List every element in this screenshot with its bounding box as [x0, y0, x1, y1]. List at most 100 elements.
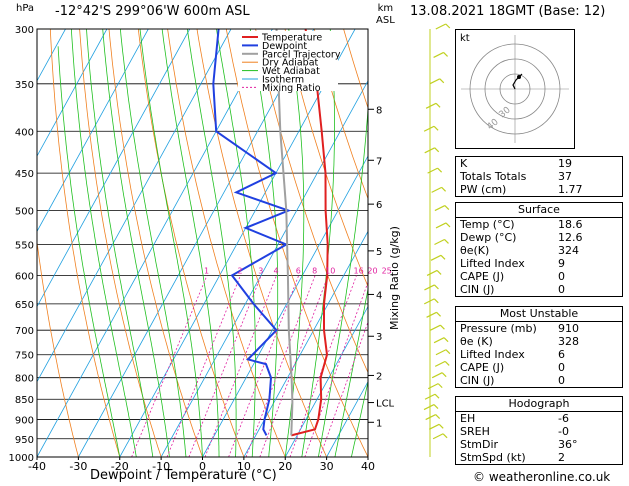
series-line [275, 29, 294, 436]
mixing-ratio-label: 1 [204, 266, 209, 275]
wind-barb [434, 205, 446, 212]
km-tick-label: 4 [376, 290, 382, 301]
wind-barb [435, 349, 447, 356]
wet-adiabat [120, 29, 187, 457]
km-unit-label: km ASL [376, 3, 395, 26]
wind-barb-flag [445, 23, 451, 29]
mixing-ratio-line [259, 275, 329, 457]
mixing-ratio-line [228, 275, 300, 457]
legend-entry: Temperature [261, 33, 322, 44]
y-tick-label: 900 [15, 416, 34, 427]
row-label: K [460, 157, 468, 170]
dry-adiabat [225, 29, 368, 457]
wind-barb-flag [434, 147, 440, 153]
row-value: 6 [558, 348, 565, 361]
wet-adiabat [284, 29, 305, 457]
wind-barb-flag [436, 311, 442, 317]
km-tick-label: 2 [376, 371, 382, 382]
wind-barb-flag [441, 372, 447, 378]
wind-barb-flag [436, 269, 442, 275]
mixing-ratio-label: 20 [367, 266, 377, 275]
hodograph-table-title: Hodograph [456, 397, 622, 412]
wet-adiabat [102, 29, 170, 457]
wind-barb-flag [439, 324, 445, 330]
row-value: -6 [558, 412, 569, 425]
wind-barb [434, 360, 446, 367]
row-value: 37 [558, 170, 572, 183]
wind-barb-flag [441, 186, 447, 192]
wind-barb [435, 222, 447, 229]
wind-barb [428, 423, 440, 430]
mixing-ratio-line [188, 275, 262, 457]
wind-barb [426, 311, 437, 318]
legend-entry: Isotherm [262, 75, 304, 86]
mixing-ratio-label: 3 [258, 266, 263, 275]
km-tick-label: 5 [376, 247, 382, 258]
wet-adiabat [57, 46, 121, 457]
dry-adiabat [313, 29, 368, 200]
mixing-ratio-label: 10 [325, 266, 335, 275]
row-value: 910 [558, 322, 579, 335]
hodograph-storm-point [517, 75, 521, 79]
isotherm-line [284, 305, 368, 457]
table-row: CIN (J) 0 [456, 374, 622, 387]
legend-entry: Wet Adiabat [262, 66, 320, 77]
dry-adiabat [137, 29, 245, 457]
table-row: Pressure (mb) 910 [456, 322, 622, 335]
wind-barb [423, 125, 435, 132]
table-row: Lifted Index 6 [456, 348, 622, 361]
table-row: PW (cm) 1.77 [456, 183, 622, 196]
dry-adiabat [108, 29, 203, 457]
row-label: CAPE (J) [460, 270, 505, 283]
wind-barb-flag [439, 78, 445, 84]
row-label: Dewp (°C) [460, 231, 517, 244]
y-tick-label: 300 [15, 25, 34, 36]
mixing-ratio-line [204, 275, 277, 457]
wind-barb-flag [433, 125, 439, 131]
isotherm-line [202, 155, 368, 457]
x-tick-label: -30 [69, 460, 87, 473]
hodograph-unit: kt [460, 33, 470, 44]
row-value: 0 [558, 283, 565, 296]
wind-barb [431, 372, 443, 379]
row-label: CIN (J) [460, 283, 495, 296]
row-value: 36° [558, 438, 578, 451]
wet-adiabat [139, 29, 203, 457]
wet-adiabat [186, 29, 237, 457]
mixing-ratio-line [131, 275, 208, 457]
legend-entry: Dry Adiabat [262, 58, 319, 69]
surface-panel: Surface Temp (°C) 18.6 Dewp (°C) 12.6 θe(K) 3… [455, 202, 623, 297]
x-tick-label: -40 [28, 460, 46, 473]
x-tick-label: -10 [152, 460, 170, 473]
km-tick-label: 7 [376, 156, 382, 167]
table-row: Totals Totals 37 [456, 170, 622, 183]
wind-barb-flag [435, 414, 441, 419]
table-row: StmDir 36° [456, 438, 622, 451]
wind-barb [423, 298, 435, 305]
y-tick-label: 800 [15, 374, 34, 385]
dry-adiabat [49, 29, 121, 457]
x-tick-label: 40 [361, 460, 375, 473]
row-label: θe (K) [460, 335, 493, 348]
wet-adiabat [367, 455, 368, 457]
wind-barb [435, 23, 447, 30]
legend-entry: Mixing Ratio [262, 83, 321, 94]
row-label: CAPE (J) [460, 361, 505, 374]
wind-barb-flag [445, 222, 451, 228]
wind-barb-flag [434, 393, 440, 399]
table-row: CIN (J) 0 [456, 283, 622, 296]
datetime-label: 13.08.2021 18GMT (Base: 12) [410, 4, 606, 19]
isotherm-line [37, 29, 149, 233]
wind-barb [427, 167, 438, 174]
km-tick-label: 8 [376, 105, 382, 116]
km-tick-label: 1 [376, 418, 382, 429]
mixing-ratio-label: 16 [354, 266, 364, 275]
wind-barb [434, 238, 445, 246]
isotherm-line [78, 29, 315, 457]
wind-barb [426, 269, 438, 276]
isotherm-line [37, 29, 108, 157]
legend-entry: Dewpoint [262, 41, 307, 52]
row-label: Temp (°C) [460, 218, 515, 231]
wind-barb-flag [438, 423, 444, 429]
